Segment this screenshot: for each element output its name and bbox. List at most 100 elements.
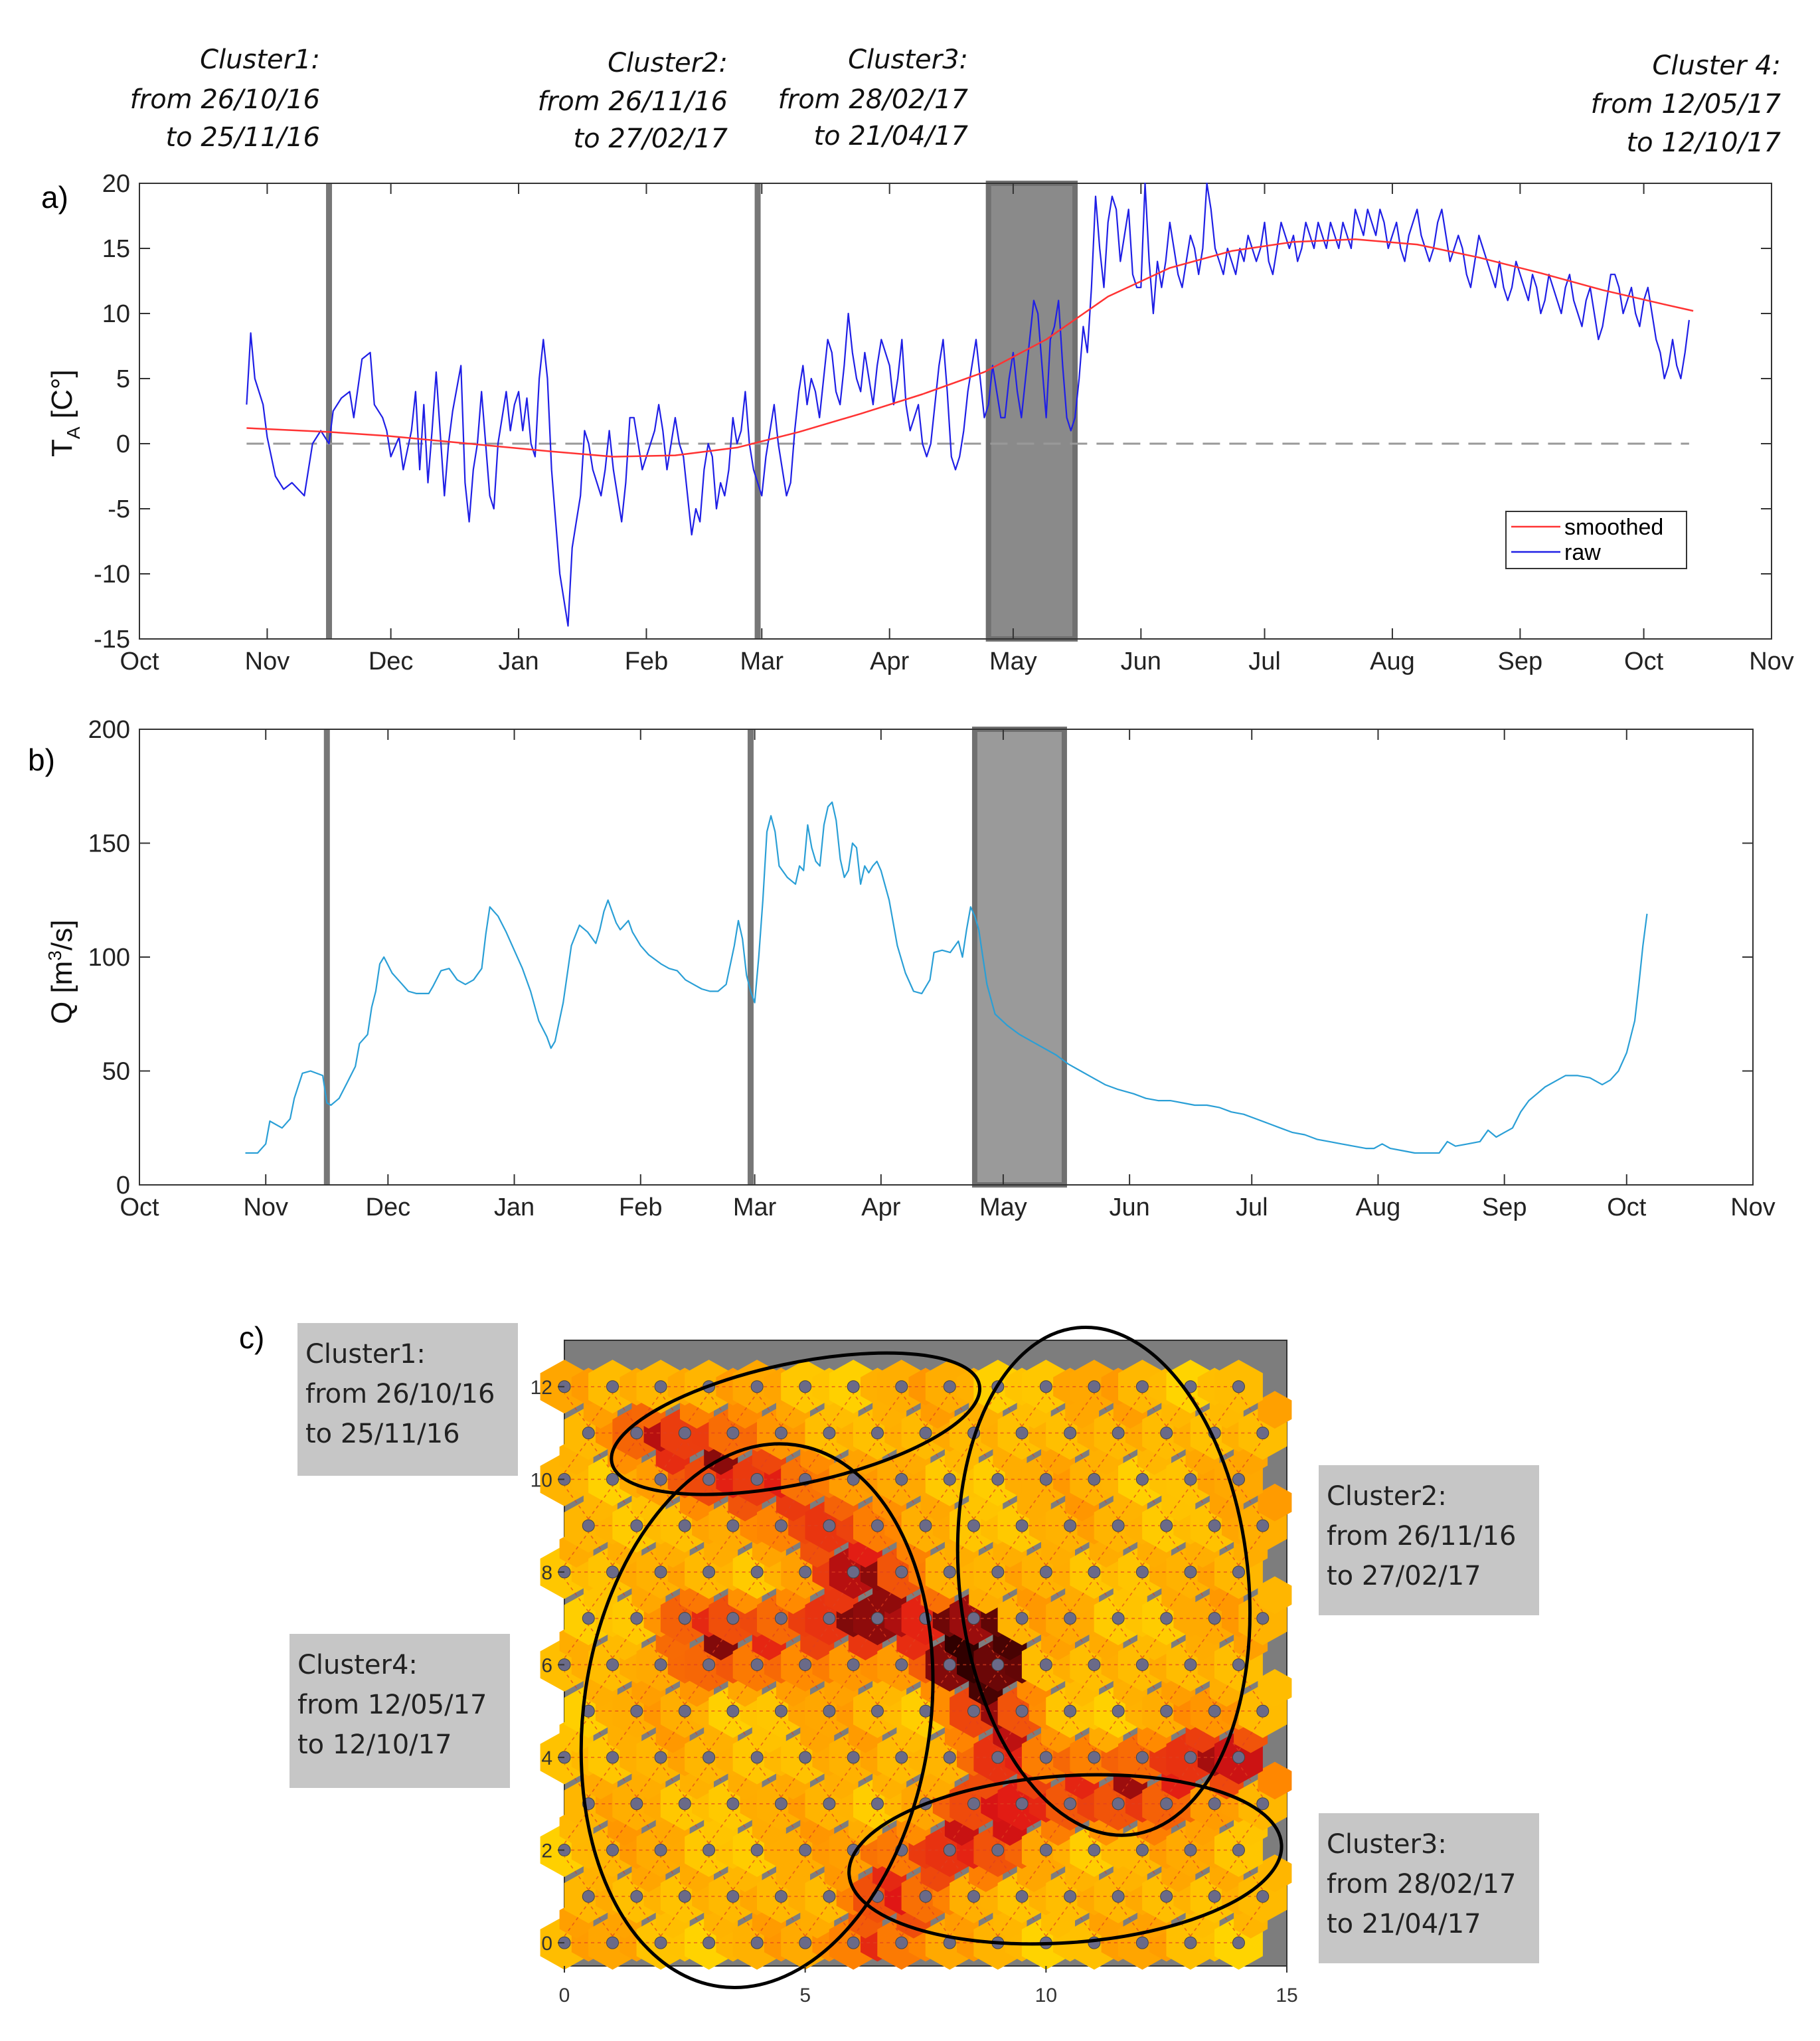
cluster3-box: Cluster3: from 28/02/17 to 21/04/17: [1319, 1813, 1539, 1963]
som-node: [847, 1751, 860, 1764]
som-node: [750, 1751, 764, 1764]
som-link: [1021, 1439, 1046, 1473]
som-link: [588, 1717, 614, 1751]
som-node: [1112, 1427, 1125, 1440]
som-link: [1045, 1393, 1071, 1427]
som-link: [636, 1856, 661, 1890]
som-link: [1238, 1717, 1264, 1751]
som-link: [853, 1625, 878, 1658]
panel-b-xtick-label: Nov: [243, 1194, 288, 1221]
som-link: [684, 1902, 710, 1937]
som-link: [1045, 1578, 1071, 1613]
som-link: [636, 1578, 661, 1613]
som-link: [1069, 1532, 1095, 1566]
som-link: [1117, 1625, 1143, 1658]
panel-a-ylabel-sub: A: [63, 426, 84, 439]
som-node: [1184, 1565, 1197, 1579]
som-link: [1045, 1439, 1071, 1473]
som-node: [1088, 1380, 1101, 1393]
som-node: [799, 1844, 812, 1857]
som-node: [1184, 1751, 1197, 1764]
som-link: [684, 1856, 710, 1890]
som-link: [1069, 1625, 1095, 1658]
som-node: [967, 1612, 981, 1625]
som-link: [1045, 1532, 1071, 1566]
panel-a-xtick-label: Mar: [740, 648, 784, 675]
som-link: [805, 1670, 830, 1705]
som-link: [997, 1670, 1023, 1705]
som-node: [847, 1380, 860, 1393]
panel-a-xtick-label: Dec: [369, 648, 414, 675]
som-node: [847, 1936, 860, 1949]
som-node: [750, 1472, 764, 1486]
som-node: [799, 1751, 812, 1764]
som-link: [829, 1625, 854, 1658]
som-node: [726, 1890, 740, 1903]
som-node: [1015, 1519, 1029, 1532]
panel-b-xtick-label: Feb: [619, 1194, 662, 1221]
som-link: [1045, 1902, 1071, 1937]
som-link: [588, 1485, 614, 1520]
som-node: [823, 1519, 836, 1532]
som-link: [636, 1810, 661, 1844]
som-node: [991, 1472, 1005, 1486]
som-link: [973, 1810, 999, 1844]
som-node: [654, 1844, 667, 1857]
som-link: [636, 1670, 661, 1705]
som-link: [684, 1810, 710, 1844]
panel-a-xtick-label: Nov: [245, 648, 290, 675]
top-captions: Cluster1: from 26/10/16 to 25/11/16 Clus…: [130, 44, 1781, 158]
som-link: [853, 1763, 878, 1798]
som-link: [829, 1578, 854, 1613]
som-node: [1039, 1658, 1052, 1671]
som-link: [588, 1393, 614, 1427]
som-link: [853, 1578, 878, 1613]
som-link: [708, 1439, 734, 1473]
som-link: [1069, 1902, 1095, 1937]
som-link: [876, 1393, 902, 1427]
som-node: [1256, 1427, 1270, 1440]
som-node: [630, 1797, 643, 1811]
som-link: [756, 1578, 782, 1613]
som-node: [799, 1380, 812, 1393]
som-link: [708, 1810, 734, 1844]
som-link: [853, 1717, 878, 1751]
caption-cluster1-to: to 25/11/16: [165, 122, 320, 153]
cluster3-box-to: to 21/04/17: [1327, 1909, 1481, 1939]
som-link: [805, 1485, 830, 1520]
som-node: [943, 1844, 956, 1857]
som-link: [1190, 1532, 1215, 1566]
som-node: [1039, 1565, 1052, 1579]
som-node: [870, 1704, 884, 1718]
som-link: [829, 1485, 854, 1520]
som-node: [678, 1519, 691, 1532]
panel-b-xtick-label: Jul: [1236, 1194, 1268, 1221]
panel-b-xtick-label: Jan: [494, 1194, 535, 1221]
som-link: [612, 1439, 637, 1473]
som-link: [756, 1625, 782, 1658]
cluster-ellipse-cluster4: [579, 1442, 935, 1989]
som-link: [973, 1625, 999, 1658]
panel-a-xtick-label: Apr: [870, 648, 909, 675]
som-node: [1160, 1612, 1173, 1625]
som-node: [1088, 1751, 1101, 1764]
cluster1-box-to: to 25/11/16: [305, 1419, 460, 1449]
som-link: [636, 1902, 661, 1937]
som-link: [780, 1902, 806, 1937]
som-link: [1117, 1717, 1143, 1751]
cluster-ellipse-cluster3: [847, 1773, 1283, 1946]
panel-c-som-map: c) 0 2 4 6 8 10 12 0 5 10 15 Cluster1: from 26/10/…: [239, 1320, 1539, 2006]
som-link: [1141, 1439, 1167, 1473]
som-link: [732, 1856, 758, 1890]
som-link: [588, 1532, 614, 1566]
som-link: [901, 1810, 926, 1844]
som-link: [708, 1625, 734, 1658]
som-link: [1069, 1485, 1095, 1520]
som-node: [630, 1427, 643, 1440]
som-link: [684, 1717, 710, 1751]
som-node: [895, 1658, 908, 1671]
som-node: [1256, 1612, 1270, 1625]
som-link: [973, 1670, 999, 1705]
som-link: [1214, 1717, 1240, 1751]
